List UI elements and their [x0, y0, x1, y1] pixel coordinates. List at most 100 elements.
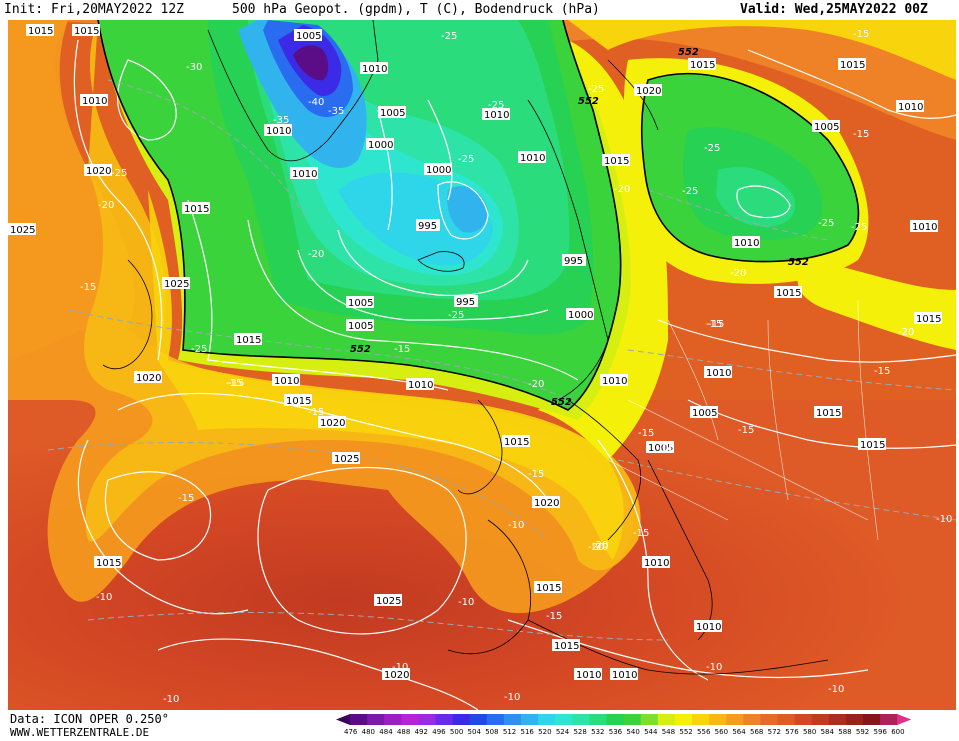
svg-text:-10: -10 [163, 694, 179, 705]
svg-text:1015: 1015 [860, 440, 885, 451]
legend-tick-label: 536 [609, 728, 623, 736]
svg-text:1010: 1010 [602, 376, 627, 387]
svg-text:-10: -10 [508, 520, 524, 531]
svg-text:1010: 1010 [484, 110, 509, 121]
cutoff-544 [716, 166, 796, 227]
svg-text:-15: -15 [80, 282, 96, 293]
svg-text:995: 995 [456, 297, 475, 308]
pressure-label: 1010 [694, 620, 722, 633]
legend-tick-label: 544 [644, 728, 658, 736]
pressure-label: 1010 [610, 668, 638, 681]
legend-tick-label: 516 [521, 728, 535, 736]
borders [607, 299, 879, 541]
legend-tick-label: 548 [662, 728, 675, 736]
init-time: Init: Fri,20MAY2022 12Z [4, 2, 185, 17]
legend-tick-label: 588 [838, 728, 851, 736]
legend-swatch [367, 714, 385, 725]
svg-text:-10: -10 [504, 692, 520, 703]
svg-text:995: 995 [564, 256, 583, 267]
header-bar: Init: Fri,20MAY2022 12Z 500 hPa Geopot. … [0, 0, 959, 20]
svg-text:1025: 1025 [10, 225, 35, 236]
svg-text:1010: 1010 [644, 558, 669, 569]
svg-text:-20: -20 [98, 200, 114, 211]
svg-text:-20: -20 [308, 249, 324, 260]
svg-text:-10: -10 [458, 597, 474, 608]
svg-text:-15: -15 [226, 378, 242, 389]
band-576 [8, 20, 956, 140]
pressure-label: 1010 [518, 151, 546, 164]
legend-swatch [828, 714, 847, 725]
legend-tick-label: 476 [344, 728, 358, 736]
svg-text:552: 552 [350, 344, 371, 355]
svg-text:-40: -40 [308, 97, 324, 108]
legend-tick-label: 512 [503, 728, 516, 736]
svg-text:-15: -15 [633, 528, 649, 539]
legend-tick-label: 504 [468, 728, 482, 736]
legend-tick-label: 600 [891, 728, 904, 736]
contour-552-west [97, 20, 622, 411]
pressure-label: 1020 [634, 84, 662, 97]
pressure-label: 1015 [552, 639, 580, 652]
pressure-label: 1015 [26, 24, 54, 37]
pressure-label: 1010 [80, 94, 108, 107]
legend-tick-label: 560 [715, 728, 728, 736]
legend-swatch [606, 714, 625, 725]
legend-tick-label: 532 [591, 728, 604, 736]
svg-text:-25: -25 [111, 168, 127, 179]
svg-text:-15: -15 [394, 344, 410, 355]
svg-text:1000: 1000 [568, 310, 593, 321]
band-east2-560 [797, 260, 956, 350]
contour-552-east [640, 72, 860, 263]
svg-text:-20: -20 [528, 379, 544, 390]
map-title: 500 hPa Geopot. (gpdm), T (C), Bodendruc… [232, 2, 600, 17]
svg-text:1020: 1020 [86, 166, 111, 177]
legend-tick-label: 488 [397, 728, 410, 736]
pressure-label: 1025 [162, 277, 190, 290]
legend-swatch [452, 714, 471, 725]
svg-text:-20: -20 [614, 184, 630, 195]
svg-text:-15: -15 [546, 611, 562, 622]
legend-swatch [863, 714, 881, 725]
legend-tick-label: 592 [856, 728, 869, 736]
legend-swatch [555, 714, 573, 725]
weather-map: 1015 1015 1010 1020 1025 1015 1025 1020 … [8, 20, 956, 710]
legend-swatch [572, 714, 590, 725]
pressure-label: 1015 [94, 556, 122, 569]
legend-tick-label: 484 [379, 728, 393, 736]
svg-text:1005: 1005 [348, 321, 373, 332]
svg-text:1015: 1015 [96, 558, 121, 569]
svg-text:-15: -15 [874, 366, 890, 377]
svg-text:1000: 1000 [426, 165, 451, 176]
website-credit: WWW.WETTERZENTRALE.DE [10, 726, 150, 739]
pressure-label: 1025 [332, 452, 360, 465]
pressure-label: 1015 [602, 154, 630, 167]
pressure-label: 1015 [534, 581, 562, 594]
svg-text:1025: 1025 [164, 279, 189, 290]
legend-swatch [435, 714, 454, 725]
svg-text:1020: 1020 [534, 498, 559, 509]
legend-swatch [503, 714, 522, 725]
svg-text:-30: -30 [186, 62, 202, 73]
legend-swatch [674, 714, 693, 725]
svg-text:1020: 1020 [320, 418, 345, 429]
svg-text:-25: -25 [851, 222, 867, 233]
svg-text:1015: 1015 [536, 583, 561, 594]
svg-text:1010: 1010 [362, 64, 387, 75]
svg-text:-10: -10 [392, 662, 408, 673]
pressure-label: 1005 [646, 441, 674, 454]
svg-text:1000: 1000 [368, 140, 393, 151]
pressure-label: 1010 [290, 167, 318, 180]
legend-tick-label: 524 [556, 728, 570, 736]
pressure-label: 1005 [812, 120, 840, 133]
svg-text:552: 552 [551, 397, 572, 408]
pressure-label: 1015 [502, 435, 530, 448]
svg-text:-20: -20 [730, 268, 746, 279]
legend-tick-label: 596 [874, 728, 888, 736]
svg-text:-35: -35 [273, 115, 289, 126]
legend-tick-label: 496 [432, 728, 446, 736]
legend-swatch [794, 714, 813, 725]
svg-text:-15: -15 [853, 29, 869, 40]
pressure-label: 1010 [360, 62, 388, 75]
svg-text:1015: 1015 [776, 288, 801, 299]
